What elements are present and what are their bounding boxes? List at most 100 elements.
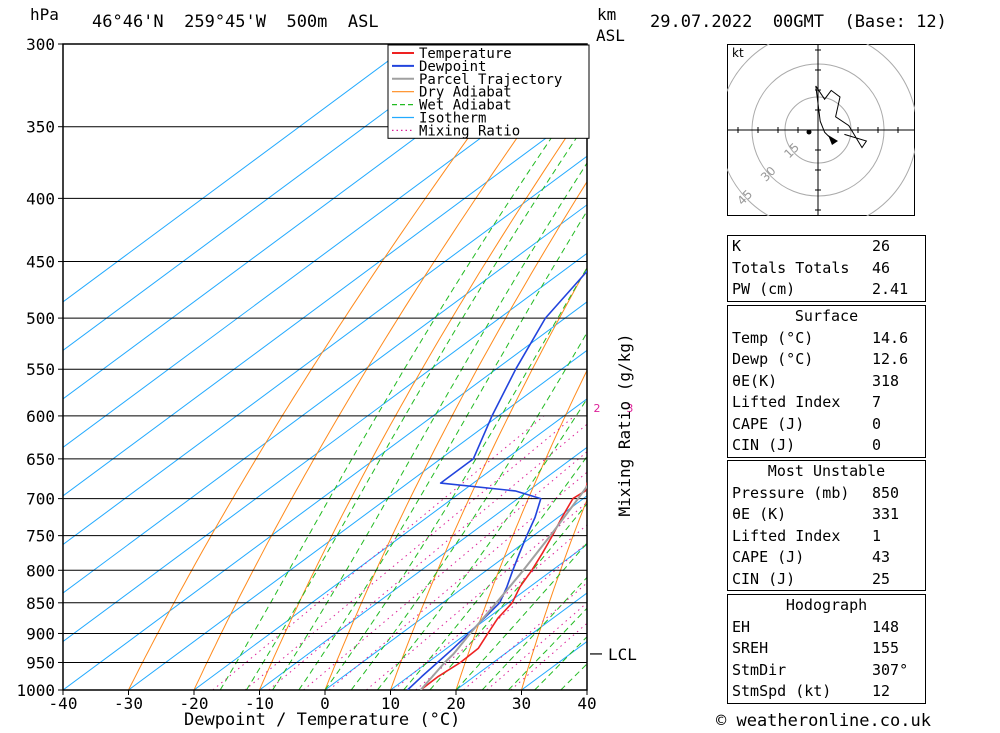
wet-adiabat-line (429, 502, 587, 690)
legend-label: Temperature (419, 46, 512, 62)
isotherm-line (259, 446, 587, 690)
index-row: θE(K) 318 (728, 371, 925, 393)
mixing-ratio-line (366, 501, 587, 690)
storm-motion-marker (828, 135, 838, 145)
index-label: Lifted Index (732, 526, 841, 545)
pressure-tick-label: 650 (26, 450, 55, 469)
legend-label: Wet Adiabat (419, 98, 512, 114)
wet-adiabat-line (298, 210, 587, 690)
pressure-tick-label: 750 (26, 527, 55, 546)
index-value: 2.41 (872, 280, 909, 298)
index-label: CAPE (J) (732, 548, 805, 566)
index-row: CAPE (J) 0 (728, 414, 925, 436)
index-label: PW (cm) (732, 280, 796, 298)
sounding-profiles (406, 270, 587, 690)
index-label: SREH (732, 639, 769, 657)
index-label: K (732, 237, 742, 255)
index-value: 12 (872, 682, 891, 700)
index-label: CAPE (J) (732, 414, 805, 433)
temp-tick-label: -40 (49, 694, 78, 713)
index-value: 43 (872, 548, 891, 566)
mixing-ratio-axis-label: Mixing Ratio (g/kg) (615, 333, 634, 516)
most-unstable-box: Most Unstable Pressure (mb) 850 θE (K) 331 Li… (727, 460, 926, 591)
index-value: 0 (872, 436, 882, 454)
skewt-chart: 2346810162025300350400450500550600650700… (16, 35, 636, 713)
isotherm-line (63, 44, 477, 351)
hodograph-origin-dot (806, 129, 812, 135)
mixing-ratio-line (463, 582, 587, 690)
wet-adiabat-line (219, 85, 587, 690)
hodograph-trace (815, 85, 868, 149)
index-row: SREH 155 (728, 638, 925, 660)
isotherm-line (390, 543, 587, 690)
index-value: 307° (872, 660, 909, 679)
index-value: 7 (872, 393, 882, 411)
isotherm-line (63, 301, 587, 690)
legend-label: Dry Adiabat (419, 85, 512, 101)
mixing-ratio-label: 3 (626, 402, 633, 415)
section-title: Surface (794, 307, 859, 325)
temp-tick-label: 0 (320, 694, 330, 713)
index-value: 850 (872, 483, 900, 502)
index-row: CIN (J) 0 (728, 435, 925, 457)
index-value: 0 (872, 414, 882, 433)
mixing-ratio-label: 2 (594, 402, 601, 415)
pressure-tick-label: 300 (26, 35, 55, 54)
index-value: 14.6 (872, 328, 909, 347)
temperature-profile (420, 482, 587, 690)
index-label: θE(K) (732, 371, 778, 390)
pressure-tick-label: 850 (26, 594, 55, 613)
hodograph-unit: kt (732, 46, 744, 60)
surface-box: Surface Temp (°C) 14.6 Dewp (°C) 12.6 θE(K) 31… (727, 305, 926, 458)
legend-label: Mixing Ratio (419, 123, 520, 139)
pressure-tick-label: 350 (26, 118, 55, 137)
dry-adiabat-line (193, 44, 584, 690)
index-value: 1 (872, 526, 882, 545)
isotherm-line (63, 204, 587, 594)
parcel-trajectory (419, 484, 587, 690)
temp-tick-label: 40 (577, 694, 596, 713)
wet-adiabat-line (245, 121, 587, 690)
index-label: EH (732, 617, 751, 636)
index-value: 25 (872, 569, 891, 588)
isotherm-line (63, 44, 543, 400)
index-label: Totals Totals (732, 258, 850, 277)
temp-tick-label: 10 (381, 694, 400, 713)
index-row: CAPE (J) 43 (728, 547, 925, 569)
index-row: PW (cm) 2.41 (728, 279, 925, 301)
index-row: Totals Totals 46 (728, 258, 925, 280)
index-label: θE (K) (732, 505, 787, 523)
mixing-ratio-line (486, 602, 587, 690)
pressure-tick-label: 800 (26, 561, 55, 580)
dry-adiabat-line (259, 105, 587, 690)
isotherm-line (63, 155, 587, 546)
legend-label: Isotherm (419, 111, 486, 127)
index-row: Lifted Index 1 (728, 526, 925, 548)
index-label: Dewp (°C) (732, 350, 814, 368)
index-value: 46 (872, 258, 891, 277)
pressure-tick-label: 1000 (16, 681, 55, 700)
location-title: 46°46'N 259°45'W 500m ASL (92, 12, 379, 32)
mixing-ratio-line (303, 451, 587, 690)
index-value: 26 (872, 237, 891, 255)
index-value: 318 (872, 371, 900, 390)
section-title: Hodograph (785, 596, 868, 614)
index-value: 155 (872, 639, 900, 657)
mixing-ratio-line (510, 622, 587, 690)
hodograph-indices-box: Hodograph EH 148 SREH 155 StmDir 307° StmSpd (k… (727, 594, 926, 704)
x-axis-label: Dewpoint / Temperature (°C) (184, 710, 461, 730)
temp-tick-label: 30 (512, 694, 531, 713)
index-label: Lifted Index (732, 393, 841, 411)
datetime-title: 29.07.2022 00GMT (Base: 12) (650, 12, 947, 32)
unit-hpa: hPa (30, 5, 59, 24)
legend-label: Dewpoint (419, 59, 486, 75)
index-row: CIN (J) 25 (728, 569, 925, 591)
index-row: Pressure (mb) 850 (728, 483, 925, 505)
temp-tick-label: -30 (114, 694, 143, 713)
index-label: StmDir (732, 660, 787, 679)
index-row: Temp (°C) 14.6 (728, 328, 925, 350)
temp-tick-label: 20 (446, 694, 465, 713)
pressure-tick-label: 600 (26, 407, 55, 426)
